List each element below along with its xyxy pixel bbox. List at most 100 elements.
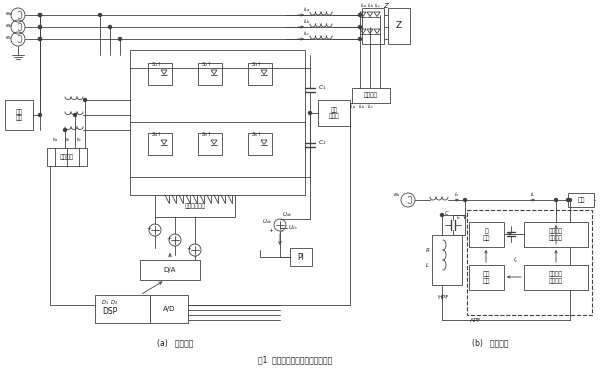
Text: $i_{La}$: $i_{La}$ <box>361 2 368 11</box>
Text: –: – <box>194 255 196 259</box>
Text: $i_{fc}$: $i_{fc}$ <box>76 136 82 144</box>
Circle shape <box>109 26 112 29</box>
Text: $R$: $R$ <box>425 246 430 254</box>
Text: 电压
传感器: 电压 传感器 <box>329 107 339 119</box>
Text: 负载: 负载 <box>577 197 585 203</box>
FancyBboxPatch shape <box>352 88 390 103</box>
Circle shape <box>38 38 41 41</box>
Text: $S_5$↑: $S_5$↑ <box>201 130 212 139</box>
Text: $S_4$↑: $S_4$↑ <box>151 130 162 139</box>
Text: $e_c$: $e_c$ <box>5 34 13 42</box>
Text: $i_L$: $i_L$ <box>530 191 536 199</box>
FancyBboxPatch shape <box>95 295 150 323</box>
Text: 指令电流
运算电路: 指令电流 运算电路 <box>549 229 563 241</box>
Text: (a)   系统框图: (a) 系统框图 <box>157 338 193 347</box>
Text: –: – <box>173 244 176 250</box>
Text: $i_c$: $i_c$ <box>455 214 461 223</box>
Circle shape <box>38 114 41 117</box>
Circle shape <box>359 14 361 17</box>
Text: $i_{Lc}$: $i_{Lc}$ <box>367 103 374 111</box>
Circle shape <box>119 38 121 41</box>
Text: +: + <box>187 246 191 250</box>
FancyBboxPatch shape <box>469 265 504 290</box>
Text: $i_{La}$: $i_{La}$ <box>303 6 311 14</box>
Text: $C_1$: $C_1$ <box>318 83 326 92</box>
FancyBboxPatch shape <box>5 100 33 130</box>
Circle shape <box>38 14 41 17</box>
Text: $C$: $C$ <box>445 209 450 217</box>
Text: $S_3$↑: $S_3$↑ <box>251 61 262 70</box>
Circle shape <box>440 214 443 217</box>
Text: DSP: DSP <box>103 308 118 317</box>
Text: $i_{Lb}$: $i_{Lb}$ <box>358 103 365 111</box>
Circle shape <box>38 26 41 29</box>
Circle shape <box>359 26 361 29</box>
Text: $U_{dc}$: $U_{dc}$ <box>288 224 298 232</box>
Text: $i_s$: $i_s$ <box>454 191 460 199</box>
Circle shape <box>38 26 41 29</box>
Circle shape <box>566 199 569 202</box>
Text: $S_2$↑: $S_2$↑ <box>201 61 212 70</box>
FancyBboxPatch shape <box>130 50 305 195</box>
FancyBboxPatch shape <box>568 193 594 207</box>
Text: $L$: $L$ <box>425 261 430 269</box>
Text: +: + <box>167 235 172 241</box>
Text: Z: Z <box>396 21 402 30</box>
Text: 过零
检测: 过零 检测 <box>16 109 23 121</box>
FancyBboxPatch shape <box>388 8 410 44</box>
Text: $i_{Lb}$: $i_{Lb}$ <box>367 2 374 11</box>
FancyBboxPatch shape <box>248 133 272 155</box>
Text: 锯齿驱动脉冲: 锯齿驱动脉冲 <box>185 203 205 209</box>
Text: (b)   信号流程: (b) 信号流程 <box>472 338 508 347</box>
Text: 电流检测: 电流检测 <box>60 154 74 160</box>
Text: $i_{Lb}$: $i_{Lb}$ <box>303 18 311 26</box>
Text: 电流检测: 电流检测 <box>364 93 378 98</box>
FancyBboxPatch shape <box>198 63 222 85</box>
Circle shape <box>464 199 467 202</box>
Text: +: + <box>269 227 273 232</box>
Text: 主
电路: 主 电路 <box>483 229 490 241</box>
Text: $e_a$: $e_a$ <box>5 10 13 18</box>
FancyBboxPatch shape <box>47 148 87 166</box>
FancyBboxPatch shape <box>524 265 588 290</box>
Text: $i_{Lc}$: $i_{Lc}$ <box>303 30 311 38</box>
Text: PI: PI <box>298 253 304 261</box>
Text: $i_{fb}$: $i_{fb}$ <box>64 136 70 144</box>
Circle shape <box>38 38 41 41</box>
Text: 图1  并联型有源电力滤波器的原理: 图1 并联型有源电力滤波器的原理 <box>258 355 332 364</box>
FancyBboxPatch shape <box>150 295 188 323</box>
Text: A/D: A/D <box>163 306 175 312</box>
FancyBboxPatch shape <box>362 8 384 44</box>
Text: –: – <box>281 229 283 235</box>
FancyBboxPatch shape <box>248 63 272 85</box>
Text: D/A: D/A <box>164 267 176 273</box>
Text: APF: APF <box>470 318 482 323</box>
Circle shape <box>38 14 41 17</box>
FancyBboxPatch shape <box>469 222 504 247</box>
Text: $e_b$: $e_b$ <box>5 22 13 30</box>
Circle shape <box>98 14 101 17</box>
Text: $i_c'$: $i_c'$ <box>512 255 518 265</box>
Text: $Z$: $Z$ <box>383 0 391 9</box>
FancyBboxPatch shape <box>155 195 235 217</box>
FancyBboxPatch shape <box>148 133 172 155</box>
Text: $D_1$  $D_2$: $D_1$ $D_2$ <box>101 299 119 308</box>
FancyBboxPatch shape <box>524 222 588 247</box>
FancyBboxPatch shape <box>432 235 462 285</box>
Text: HPF: HPF <box>437 295 449 300</box>
Circle shape <box>64 129 67 132</box>
Text: $S_6$↑: $S_6$↑ <box>251 130 262 139</box>
Text: $U_{dc}$: $U_{dc}$ <box>282 211 292 220</box>
Circle shape <box>83 99 86 102</box>
FancyBboxPatch shape <box>290 248 312 266</box>
FancyBboxPatch shape <box>198 133 222 155</box>
Text: $i_{La}$: $i_{La}$ <box>349 103 356 111</box>
Text: 驱动
电路: 驱动 电路 <box>483 271 490 284</box>
Circle shape <box>569 199 571 202</box>
Circle shape <box>74 114 77 117</box>
Text: $C_2$: $C_2$ <box>318 138 326 147</box>
Text: $i_{fa}$: $i_{fa}$ <box>52 136 58 144</box>
Text: –: – <box>154 235 157 240</box>
FancyBboxPatch shape <box>148 63 172 85</box>
Circle shape <box>359 38 361 41</box>
